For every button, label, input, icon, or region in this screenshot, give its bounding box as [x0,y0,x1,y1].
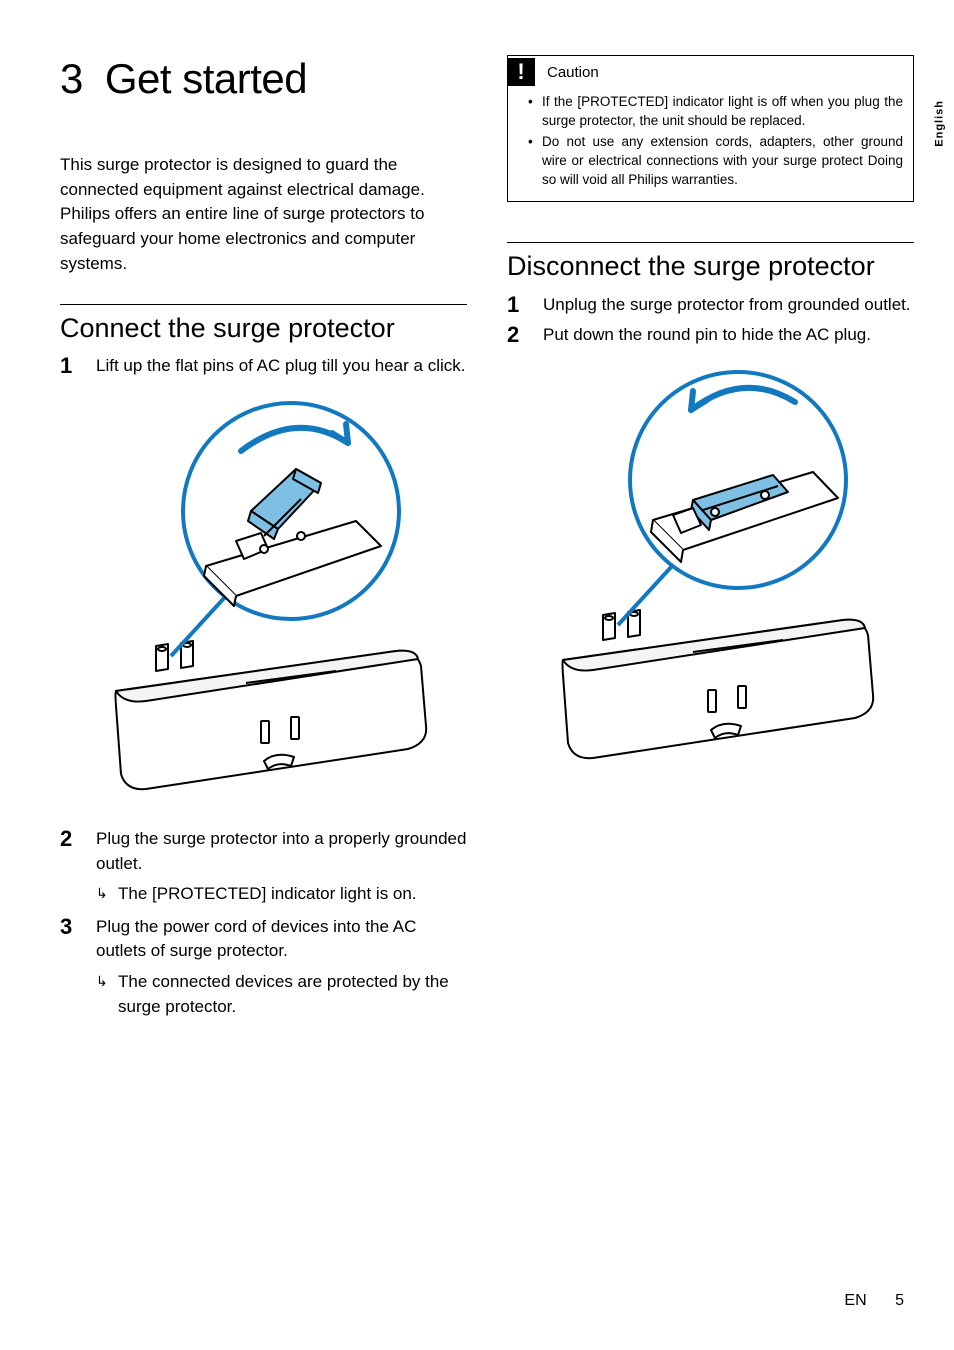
step-number: 2 [507,323,543,347]
page-columns: 3 Get started This surge protector is des… [60,55,914,1027]
step-number: 2 [60,827,96,851]
chapter-title-text: Get started [105,55,307,102]
section-title-connect: Connect the surge protector [60,313,467,344]
step-3: 3 Plug the power cord of devices into th… [60,915,467,964]
caution-header: ! Caution [508,56,913,89]
section-rule [60,304,467,305]
step-text: Plug the power cord of devices into the … [96,915,467,964]
section-title-disconnect: Disconnect the surge protector [507,251,914,282]
step-number: 1 [507,293,543,317]
right-column: ! Caution If the [PROTECTED] indicator l… [507,55,914,1027]
chapter-number: 3 [60,55,83,103]
caution-list: If the [PROTECTED] indicator light is of… [508,89,913,201]
caution-box: ! Caution If the [PROTECTED] indicator l… [507,55,914,202]
step-1: 1 Lift up the flat pins of AC plug till … [60,354,467,379]
caution-label: Caution [547,64,599,81]
caution-item: If the [PROTECTED] indicator light is of… [528,93,903,131]
figure-disconnect [543,360,914,780]
page-footer: EN 5 [844,1292,904,1310]
step-text: Put down the round pin to hide the AC pl… [543,323,914,348]
section-rule [507,242,914,243]
intro-paragraph: This surge protector is designed to guar… [60,153,467,276]
caution-item: Do not use any extension cords, adapters… [528,133,903,190]
caution-icon: ! [507,58,535,86]
step-text: Unplug the surge protector from grounded… [543,293,914,318]
step-text: Plug the surge protector into a properly… [96,827,467,876]
step-2-result: ↳ The [PROTECTED] indicator light is on. [96,882,467,907]
result-text: The [PROTECTED] indicator light is on. [118,882,467,907]
footer-page-number: 5 [895,1292,904,1309]
left-column: 3 Get started This surge protector is des… [60,55,467,1027]
result-arrow-icon: ↳ [96,882,118,902]
step-d1: 1 Unplug the surge protector from ground… [507,293,914,318]
result-arrow-icon: ↳ [96,970,118,990]
language-tab: English [934,100,946,147]
footer-lang: EN [844,1292,866,1309]
figure-connect [96,391,467,811]
step-number: 1 [60,354,96,378]
step-2: 2 Plug the surge protector into a proper… [60,827,467,876]
step-d2: 2 Put down the round pin to hide the AC … [507,323,914,348]
result-text: The connected devices are protected by t… [118,970,467,1019]
chapter-title: 3 Get started [60,55,467,103]
step-number: 3 [60,915,96,939]
step-3-result: ↳ The connected devices are protected by… [96,970,467,1019]
step-text: Lift up the flat pins of AC plug till yo… [96,354,467,379]
